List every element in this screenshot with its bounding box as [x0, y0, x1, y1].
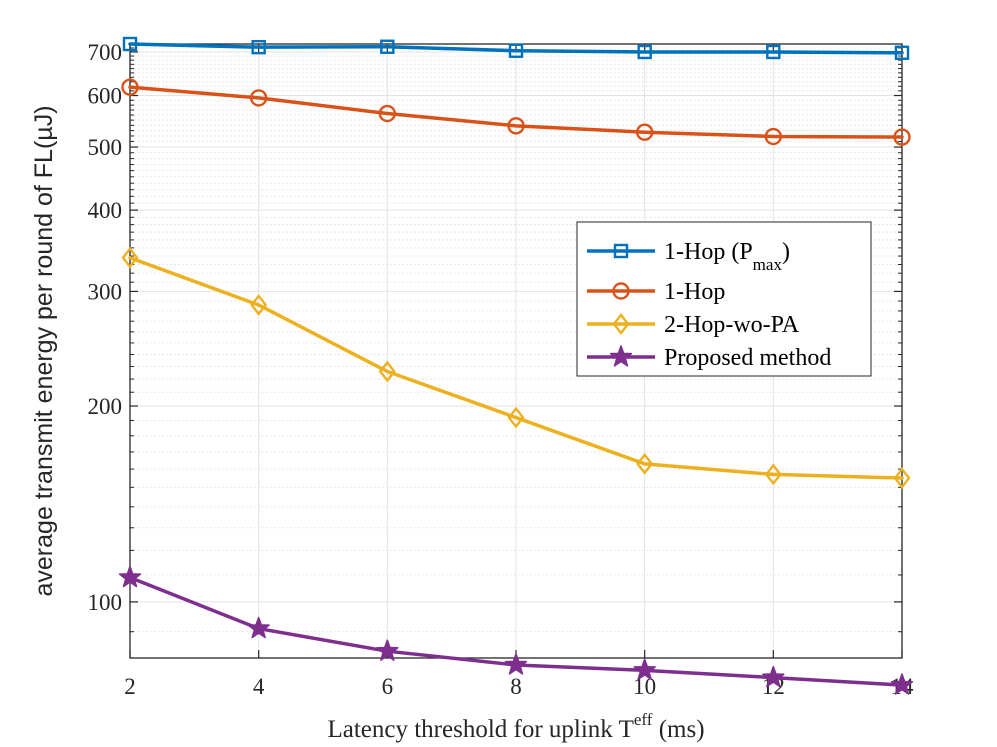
data-point-marker — [637, 44, 652, 60]
legend-marker-sample — [609, 345, 633, 367]
legend-label-main: 1-Hop — [664, 279, 725, 305]
series-3 — [121, 246, 911, 490]
y-axis-title: average transmit energy per round of FL(… — [30, 105, 58, 596]
data-point-marker — [893, 128, 911, 146]
data-point-marker — [633, 658, 656, 680]
x-tick-label: 8 — [510, 674, 522, 699]
legend-item-1: 1-Hop (Pmax) — [587, 239, 790, 274]
data-point-marker — [121, 246, 139, 269]
data-point-marker — [376, 639, 399, 661]
y-tick-label: 200 — [88, 394, 123, 419]
y-tick-label: 100 — [88, 590, 123, 615]
data-point-marker — [764, 127, 783, 146]
x-tick-label: 2 — [124, 674, 136, 699]
legend-label-main: 1-Hop (P — [664, 239, 753, 265]
data-point-marker — [378, 360, 396, 383]
series-4 — [118, 565, 914, 695]
legend-item-3: 2-Hop-wo-PA — [587, 312, 800, 338]
data-point-marker — [766, 44, 781, 60]
data-point-marker — [249, 89, 268, 107]
series-line — [128, 85, 904, 139]
x-axis-title-main: Latency threshold for uplink T — [327, 716, 633, 743]
data-point-marker — [121, 78, 139, 96]
data-point-marker — [380, 39, 395, 54]
series-2 — [121, 78, 911, 146]
legend-marker-sample — [613, 243, 629, 259]
data-point-marker — [764, 463, 782, 486]
data-point-marker — [890, 673, 914, 695]
x-tick-label: 4 — [253, 674, 265, 699]
legend-item-2: 1-Hop — [587, 279, 725, 305]
x-axis-title-superscript: eff — [634, 710, 653, 729]
series-line — [128, 255, 904, 480]
y-tick-label: 500 — [88, 135, 123, 160]
series-1 — [122, 36, 910, 60]
legend-label: 1-Hop — [664, 279, 725, 305]
data-point-marker — [122, 36, 138, 52]
x-tick-label: 12 — [762, 674, 785, 699]
data-point-marker — [504, 653, 528, 675]
legend-label-main: Proposed method — [664, 345, 831, 371]
data-point-marker — [250, 293, 268, 316]
data-point-marker — [762, 665, 785, 688]
data-series — [118, 36, 914, 695]
data-point-marker — [507, 406, 525, 429]
legend-label-subscript: max — [753, 255, 783, 274]
x-tick-label: 10 — [633, 674, 656, 699]
y-tick-label: 600 — [88, 84, 123, 109]
data-point-marker — [378, 104, 397, 123]
x-tick-label: 6 — [382, 674, 394, 699]
x-axis-title: Latency threshold for uplink Teff (ms) — [327, 710, 704, 743]
legend-marker-sample — [612, 282, 630, 300]
data-point-marker — [118, 565, 142, 588]
data-point-marker — [636, 452, 654, 475]
data-point-marker — [893, 467, 911, 490]
data-point-marker — [894, 45, 910, 60]
series-line — [128, 42, 904, 55]
legend-label: 1-Hop (Pmax) — [664, 239, 790, 274]
legend-label-main: 2-Hop-wo-PA — [664, 312, 800, 338]
legend-marker-sample — [612, 313, 630, 335]
legend-label: 2-Hop-wo-PA — [664, 312, 800, 338]
legend: 1-Hop (Pmax) 1-Hop 2-Hop-wo-PA Proposed met… — [576, 221, 872, 377]
data-point-marker — [507, 117, 525, 135]
data-point-marker — [508, 43, 524, 58]
y-tick-label: 700 — [88, 40, 123, 65]
x-axis-title-unit: (ms) — [652, 716, 704, 743]
y-tick-label: 300 — [88, 279, 123, 304]
legend-label: Proposed method — [664, 345, 831, 371]
y-tick-label: 400 — [88, 198, 123, 223]
axis-ticks — [129, 43, 903, 658]
legend-label-close: ) — [782, 239, 790, 265]
data-point-marker — [247, 616, 270, 639]
legend-item-4: Proposed method — [587, 345, 831, 371]
data-point-marker — [635, 123, 654, 141]
data-point-marker — [251, 39, 266, 55]
